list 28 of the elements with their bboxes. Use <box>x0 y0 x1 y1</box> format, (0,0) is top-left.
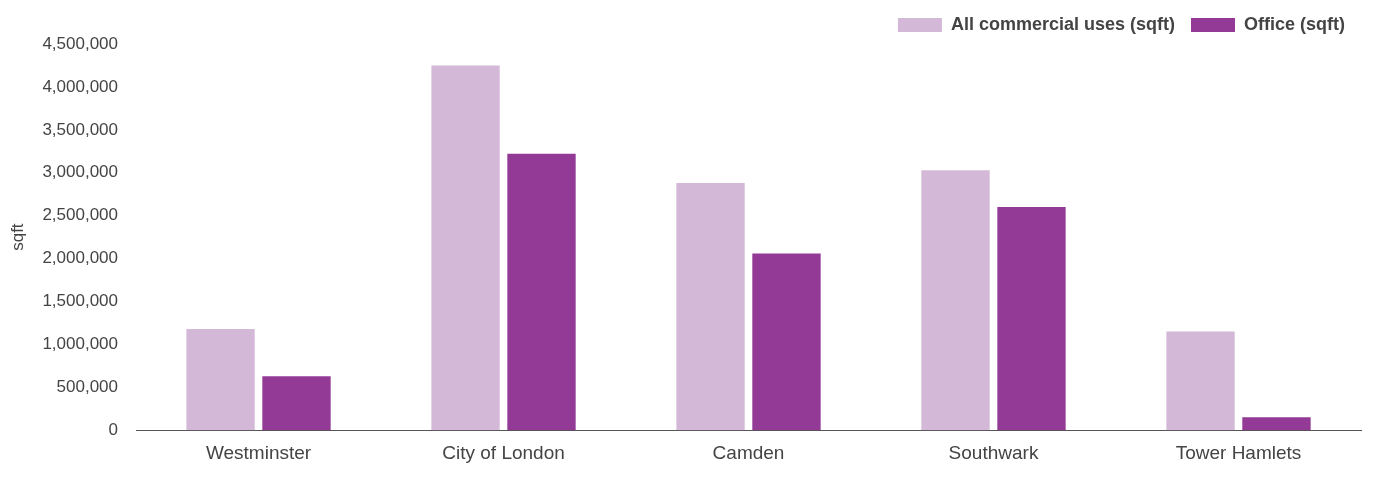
y-tick-label: 4,000,000 <box>42 76 119 96</box>
y-tick-label: 500,000 <box>56 376 119 396</box>
x-tick-label: Southwark <box>948 441 1039 463</box>
bar <box>186 328 255 431</box>
bar <box>507 153 576 431</box>
bar <box>676 183 745 431</box>
legend-label: All commercial uses (sqft) <box>950 13 1176 34</box>
y-axis-title: sqft <box>7 223 27 251</box>
bar <box>431 65 500 431</box>
bar <box>262 376 331 431</box>
x-tick-label: Tower Hamlets <box>1175 441 1302 463</box>
y-tick-label: 3,500,000 <box>42 119 119 139</box>
y-tick-label: 2,500,000 <box>42 205 119 225</box>
bar <box>997 207 1066 431</box>
bar <box>752 253 821 431</box>
bar <box>1166 331 1235 431</box>
x-tick-label: Camden <box>712 441 785 463</box>
y-tick-label: 2,000,000 <box>42 248 119 268</box>
x-tick-label: City of London <box>442 441 565 463</box>
y-tick-label: 1,500,000 <box>42 291 119 311</box>
x-tick-label: Westminster <box>205 441 312 463</box>
y-tick-label: 4,500,000 <box>42 33 119 53</box>
bar <box>1242 417 1311 431</box>
y-tick-label: 0 <box>108 419 119 439</box>
bar <box>921 170 990 431</box>
y-tick-label: 3,000,000 <box>42 162 119 182</box>
y-tick-label: 1,000,000 <box>42 334 119 354</box>
legend-label: Office (sqft) <box>1244 13 1346 34</box>
